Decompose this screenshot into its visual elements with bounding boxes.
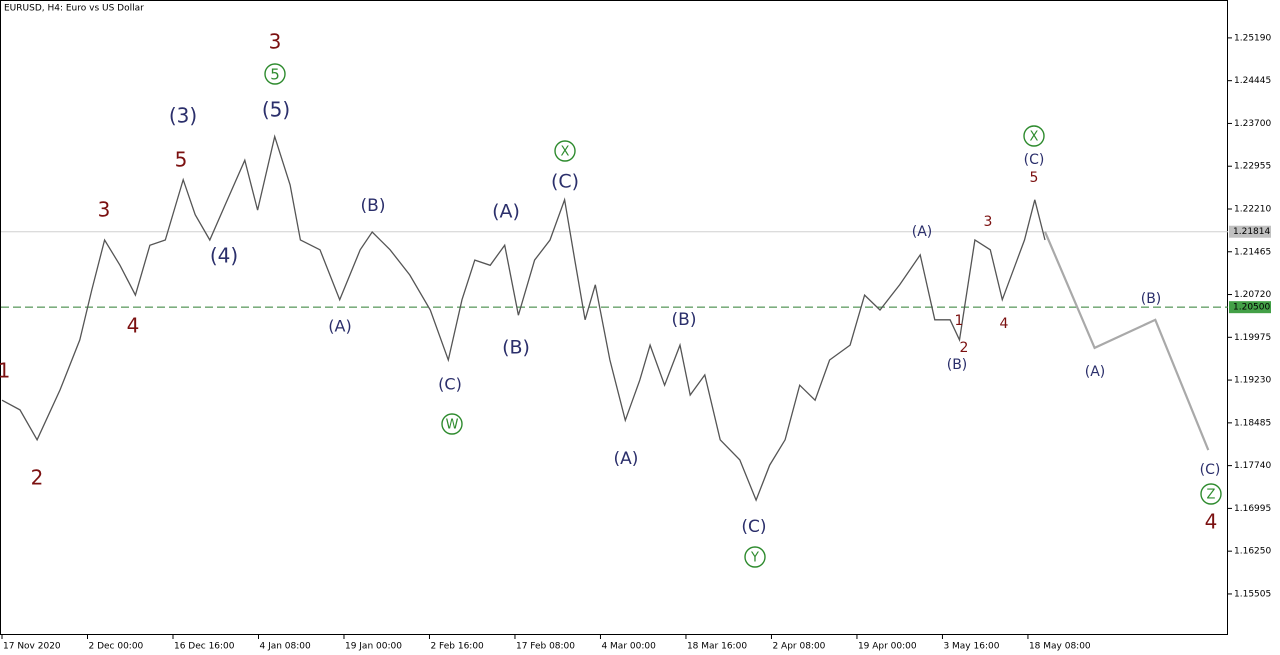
wave-label: (C) — [1200, 462, 1221, 478]
y-tick-label: 1.23700 — [1234, 119, 1271, 129]
wave-label: (B) — [1141, 291, 1162, 307]
wave-label: (C) — [741, 517, 766, 537]
x-tick-label: 2 Feb 16:00 — [430, 642, 484, 652]
x-tick-label: 4 Jan 08:00 — [259, 642, 311, 652]
wave-label: 3 — [98, 198, 111, 222]
wave-label: (A) — [614, 449, 639, 469]
wave-label: (C) — [438, 375, 462, 394]
wave-label: 5 — [270, 66, 280, 84]
x-tick-label: 3 May 16:00 — [943, 642, 999, 652]
y-tick-label: 1.19975 — [1234, 333, 1271, 343]
wave-label: 1 — [955, 313, 964, 329]
chart-title: EURUSD, H4: Euro vs US Dollar — [4, 4, 144, 14]
x-tick-label: 18 Mar 16:00 — [687, 642, 747, 652]
y-tick-label: 1.25190 — [1234, 33, 1271, 43]
wave-label: (B) — [672, 310, 697, 330]
wave-label: Z — [1207, 488, 1216, 503]
wave-circle — [1023, 125, 1045, 147]
x-tick-label: 2 Apr 08:00 — [772, 642, 825, 652]
wave-label: 3 — [984, 214, 993, 230]
wave-circle — [1200, 483, 1222, 505]
wave-label: 4 — [1000, 316, 1009, 332]
wave-label: 4 — [127, 314, 140, 338]
x-tick-label: 17 Feb 08:00 — [516, 642, 575, 652]
level-box — [1229, 301, 1271, 314]
wave-circle — [264, 63, 286, 85]
wave-label: 3 — [269, 30, 282, 54]
x-tick-label: 18 May 08:00 — [1029, 642, 1091, 652]
wave-label: (4) — [210, 244, 238, 268]
wave-label: 2 — [31, 466, 44, 490]
y-tick-label: 1.16250 — [1234, 547, 1271, 557]
forecast-line — [1043, 231, 1210, 451]
wave-circle — [441, 413, 463, 435]
wave-label: (B) — [361, 196, 386, 216]
wave-label: (B) — [502, 337, 530, 359]
y-tick-label: 1.19230 — [1234, 376, 1271, 386]
y-tick-label: 1.20720 — [1234, 290, 1271, 300]
wave-label: 5 — [1030, 170, 1039, 186]
x-tick-label: 2 Dec 00:00 — [88, 642, 143, 652]
y-tick-label: 1.22210 — [1234, 204, 1271, 214]
wave-label: (C) — [551, 171, 579, 193]
wave-label: (3) — [169, 104, 197, 128]
current-price-label: 1.21814 — [1233, 227, 1270, 237]
wave-label: (B) — [947, 357, 968, 373]
wave-circle — [744, 546, 766, 568]
plot-frame — [0, 0, 1228, 635]
wave-label: (A) — [1085, 364, 1106, 380]
wave-label: 1 — [0, 359, 10, 383]
y-tick-label: 1.17740 — [1234, 461, 1271, 471]
y-tick-label: 1.15505 — [1234, 589, 1271, 599]
wave-label: (A) — [328, 317, 351, 336]
x-tick-label: 16 Dec 16:00 — [174, 642, 235, 652]
current-price-box — [1229, 225, 1271, 238]
wave-label: (5) — [262, 98, 290, 122]
x-tick-label: 19 Jan 00:00 — [345, 642, 402, 652]
wave-label: X — [1030, 130, 1039, 145]
y-tick-label: 1.24445 — [1234, 76, 1271, 86]
price-line — [1, 134, 1046, 502]
x-tick-label: 19 Apr 00:00 — [858, 642, 917, 652]
wave-label: W — [446, 418, 459, 433]
wave-label: Y — [750, 551, 759, 566]
wave-label: (A) — [492, 201, 520, 223]
y-tick-label: 1.16995 — [1234, 504, 1271, 514]
wave-label: X — [561, 145, 570, 160]
x-tick-label: 17 Nov 2020 — [3, 642, 61, 652]
wave-label: 2 — [960, 340, 969, 356]
wave-label: (A) — [912, 224, 933, 240]
y-tick-label: 1.22955 — [1234, 162, 1271, 172]
wave-label: 5 — [175, 148, 188, 172]
wave-label: 4 — [1205, 510, 1218, 534]
wave-label: (C) — [1024, 152, 1045, 168]
wave-circle — [554, 140, 576, 162]
y-tick-label: 1.21465 — [1234, 247, 1271, 257]
y-tick-label: 1.18485 — [1234, 418, 1271, 428]
x-tick-label: 4 Mar 00:00 — [601, 642, 656, 652]
level-label: 1.20500 — [1233, 303, 1270, 313]
